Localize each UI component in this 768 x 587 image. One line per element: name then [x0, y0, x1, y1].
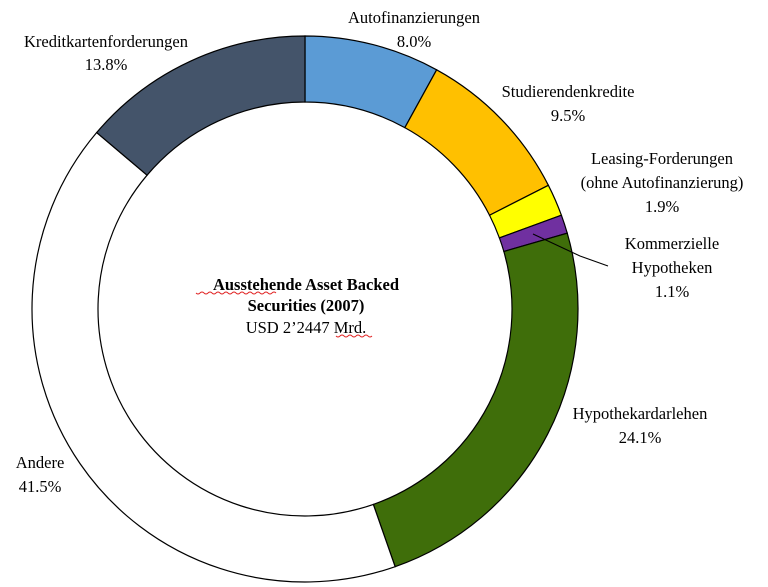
label-kreditkartenforderungen: Kreditkartenforderungen 13.8% [24, 32, 188, 74]
label-hypothekardarlehen: Hypothekardarlehen 24.1% [573, 404, 708, 447]
spellcheck-underline [335, 334, 373, 338]
svg-text:Autofinanzierungen: Autofinanzierungen [348, 8, 480, 27]
center-subtitle: USD 2’2447 Mrd. [246, 318, 367, 337]
svg-text:Leasing-Forderungen: Leasing-Forderungen [591, 149, 733, 168]
center-title-line2: Securities (2007) [248, 296, 365, 315]
label-autofinanzierungen: Autofinanzierungen 8.0% [348, 8, 480, 51]
svg-text:Kommerzielle: Kommerzielle [625, 234, 719, 253]
svg-text:41.5%: 41.5% [19, 477, 62, 496]
svg-text:Kreditkartenforderungen: Kreditkartenforderungen [24, 32, 188, 51]
svg-text:13.8%: 13.8% [85, 55, 128, 74]
label-leasing-forderungen: Leasing-Forderungen (ohne Autofinanzieru… [581, 149, 744, 216]
slice-hypothekardarlehen [372, 232, 579, 568]
svg-text:(ohne Autofinanzierung): (ohne Autofinanzierung) [581, 173, 744, 192]
svg-text:1.9%: 1.9% [645, 197, 680, 216]
label-studierendenkredite: Studierendenkredite 9.5% [502, 82, 635, 125]
leader-line-kommerzielle-hypotheken [532, 233, 609, 267]
svg-text:Andere: Andere [16, 453, 65, 472]
slice-andere [31, 131, 396, 583]
svg-text:Studierendenkredite: Studierendenkredite [502, 82, 635, 101]
svg-text:9.5%: 9.5% [551, 106, 586, 125]
center-title-line1: Ausstehende Asset Backed [213, 275, 399, 294]
label-andere: Andere 41.5% [16, 453, 65, 496]
svg-text:Hypotheken: Hypotheken [632, 258, 713, 277]
slice-kreditkartenforderungen [95, 35, 306, 177]
svg-text:8.0%: 8.0% [397, 32, 432, 51]
svg-text:Hypothekardarlehen: Hypothekardarlehen [573, 404, 708, 423]
spellcheck-underline [195, 291, 277, 295]
label-kommerzielle-hypotheken: Kommerzielle Hypotheken 1.1% [625, 234, 719, 301]
donut-slices [31, 35, 579, 583]
svg-text:1.1%: 1.1% [655, 282, 690, 301]
svg-text:24.1%: 24.1% [619, 428, 662, 447]
